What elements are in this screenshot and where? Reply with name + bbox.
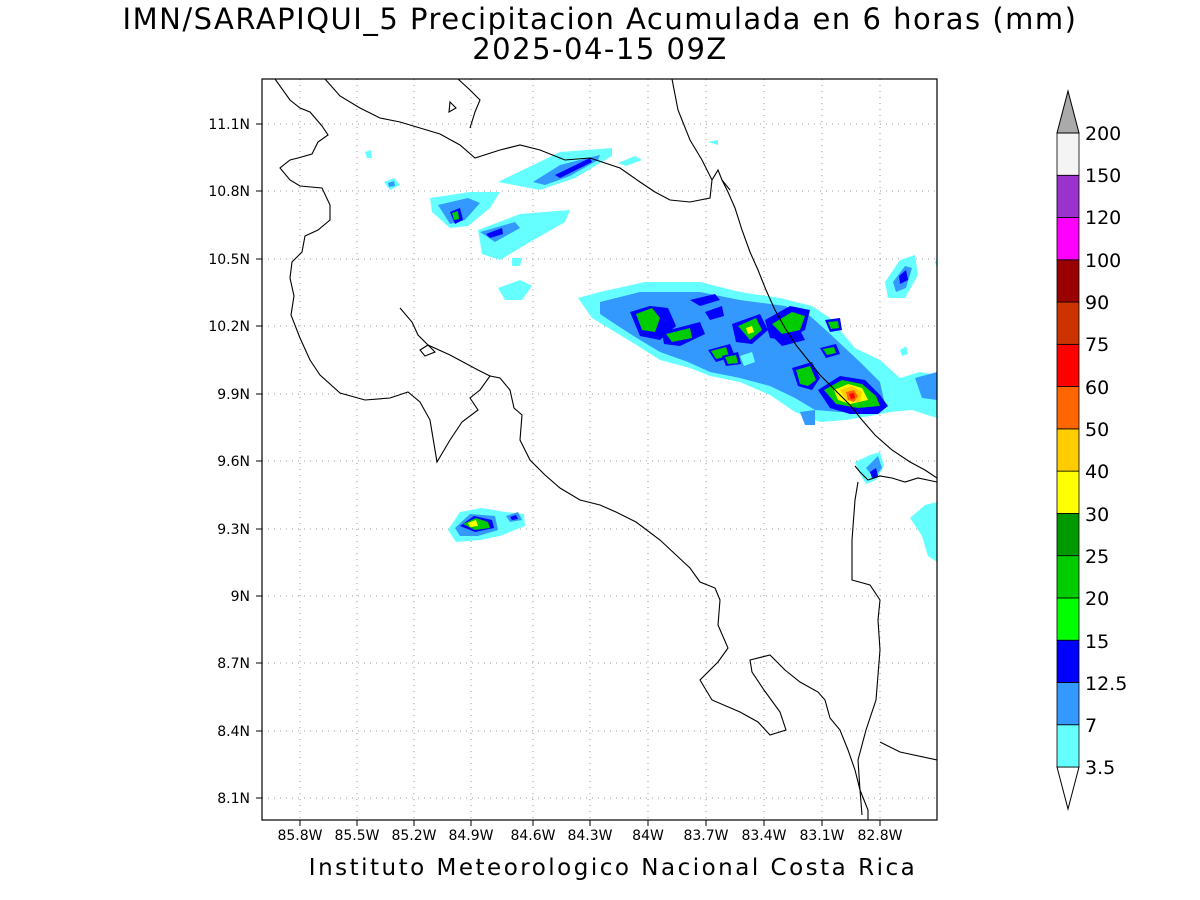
lat-tick-label: 9.3N (217, 522, 250, 538)
colorbar-labels: 3.5 7 12.5 15 20 25 30 40 50 60 75 90 10… (1085, 123, 1127, 779)
lat-tick-label: 11.1N (208, 117, 250, 133)
colorbar-swatch (1056, 597, 1080, 641)
colorbar-swatch (1056, 470, 1080, 514)
lon-tick-label: 84.9W (448, 828, 493, 844)
colorbar-swatch (1056, 639, 1080, 683)
colorbar-label: 30 (1085, 504, 1109, 526)
lat-tick-label: 8.7N (217, 656, 250, 672)
colorbar-label: 120 (1085, 207, 1121, 229)
lat-tick-label: 10.5N (208, 252, 250, 268)
colorbar-under-arrow (1056, 766, 1080, 811)
colorbar-swatch (1056, 555, 1080, 599)
rain-cell-northeast (885, 255, 937, 356)
colorbar-label: 60 (1085, 377, 1109, 399)
colorbar-label: 20 (1085, 588, 1109, 610)
colorbar-label: 15 (1085, 631, 1109, 653)
colorbar-swatch (1056, 301, 1080, 345)
lon-tick-label: 84.3W (567, 828, 612, 844)
colorbar (1056, 89, 1080, 811)
lon-tick-label: 84W (632, 828, 664, 844)
lon-tick-label: 85.8W (277, 828, 322, 844)
grid-lines (262, 79, 937, 820)
colorbar-swatch (1056, 724, 1080, 768)
lat-tick-label: 8.4N (217, 724, 250, 740)
colorbar-swatch (1056, 174, 1080, 218)
credit-footer: Instituto Meteorologico Nacional Costa R… (308, 855, 918, 881)
colorbar-label: 7 (1085, 715, 1097, 737)
colorbar-label: 50 (1085, 419, 1109, 441)
lat-tick-label: 10.8N (208, 184, 250, 200)
lat-tick-label: 9.6N (217, 454, 250, 470)
colorbar-swatch (1056, 132, 1080, 176)
colorbar-label: 3.5 (1085, 757, 1115, 779)
lat-tick-label: 9N (231, 589, 250, 605)
colorbar-swatch (1056, 682, 1080, 726)
rain-cell-north-bands (365, 140, 718, 300)
lon-tick-label: 85.5W (334, 828, 379, 844)
coastlines (274, 79, 937, 820)
colorbar-swatch (1056, 343, 1080, 388)
lat-tick-label: 9.9N (217, 387, 250, 403)
colorbar-label: 75 (1085, 334, 1109, 356)
lon-tick-label: 82.8W (857, 828, 902, 844)
colorbar-label: 200 (1085, 123, 1121, 145)
rain-cell-southeast (855, 452, 937, 562)
colorbar-swatch (1056, 259, 1080, 303)
lon-tick-label: 83.1W (799, 828, 844, 844)
valid-time: 2025-04-15 09Z (472, 32, 728, 66)
colorbar-label: 12.5 (1085, 673, 1127, 695)
colorbar-swatch (1056, 428, 1080, 472)
precipitation-field (365, 140, 937, 562)
colorbar-swatch (1056, 386, 1080, 430)
colorbar-over-arrow (1056, 89, 1080, 134)
lat-tick-label: 10.2N (208, 319, 250, 335)
lon-tick-label: 83.4W (741, 828, 786, 844)
colorbar-label: 40 (1085, 461, 1109, 483)
lat-axis: 11.1N 10.8N 10.5N 10.2N 9.9N 9.6N 9.3N 9… (208, 117, 262, 807)
colorbar-swatch (1056, 513, 1080, 557)
lon-tick-label: 85.2W (391, 828, 436, 844)
lon-axis: 85.8W 85.5W 85.2W 84.9W 84.6W 84.3W 84W … (277, 820, 903, 844)
colorbar-swatch (1056, 217, 1080, 261)
lon-tick-label: 84.6W (510, 828, 555, 844)
lon-tick-label: 83.7W (683, 828, 728, 844)
colorbar-label: 25 (1085, 546, 1109, 568)
map-frame (261, 78, 938, 821)
colorbar-label: 90 (1085, 292, 1109, 314)
rain-cell-southwest (448, 508, 525, 542)
lat-tick-label: 8.1N (217, 791, 250, 807)
colorbar-label: 100 (1085, 250, 1121, 272)
rain-cell-central-band (578, 282, 937, 425)
colorbar-label: 150 (1085, 165, 1121, 187)
map-title: IMN/SARAPIQUI_5 Precipitacion Acumulada … (122, 2, 1078, 36)
